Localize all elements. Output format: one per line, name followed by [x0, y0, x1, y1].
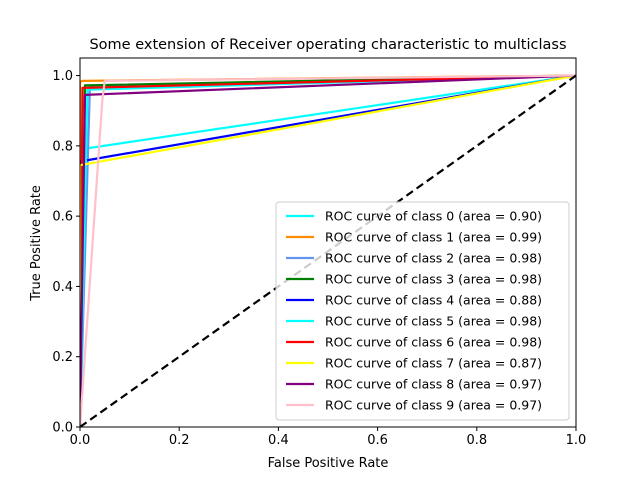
x-tick-label: 0.4	[268, 433, 289, 448]
y-tick-label: 0.0	[52, 421, 73, 436]
roc-curve-class-9	[80, 74, 576, 427]
legend-label-class-8: ROC curve of class 8 (area = 0.97)	[325, 377, 542, 392]
legend-label-class-0: ROC curve of class 0 (area = 0.90)	[325, 209, 542, 224]
y-tick-label: 1.0	[52, 69, 73, 84]
axes-frame	[79, 57, 577, 428]
roc-curve-class-0	[80, 74, 576, 427]
legend-label-class-6: ROC curve of class 6 (area = 0.98)	[325, 335, 542, 350]
roc-curve-class-7	[80, 74, 576, 427]
legend-label-class-2: ROC curve of class 2 (area = 0.98)	[325, 251, 542, 266]
x-tick-label: 0.0	[70, 433, 91, 448]
x-tick-label: 1.0	[566, 433, 587, 448]
legend-label-class-4: ROC curve of class 4 (area = 0.88)	[325, 293, 542, 308]
x-axis-label: False Positive Rate	[268, 456, 389, 471]
legend: ROC curve of class 0 (area = 0.90) ROC cu…	[275, 201, 570, 421]
chart-title: Some extension of Receiver operating cha…	[89, 37, 566, 53]
series-lines	[80, 74, 576, 427]
y-tick-label: 0.4	[52, 280, 73, 295]
x-tick-label: 0.8	[466, 433, 487, 448]
legend-label-class-5: ROC curve of class 5 (area = 0.98)	[325, 314, 542, 329]
legend-label-class-9: ROC curve of class 9 (area = 0.97)	[325, 398, 542, 413]
y-tick-label: 0.2	[52, 350, 73, 365]
legend-label-class-3: ROC curve of class 3 (area = 0.98)	[325, 272, 542, 287]
y-axis-label: True Positive Rate	[29, 185, 44, 302]
legend-label-class-1: ROC curve of class 1 (area = 0.99)	[325, 230, 542, 245]
x-tick-label: 0.6	[367, 433, 388, 448]
legend-box	[275, 201, 570, 421]
y-tick-label: 0.8	[52, 139, 73, 154]
y-tick-label: 0.6	[52, 210, 73, 225]
legend-label-class-7: ROC curve of class 7 (area = 0.87)	[325, 356, 542, 371]
roc-curve-class-8	[80, 74, 576, 427]
x-tick-label: 0.2	[169, 433, 190, 448]
